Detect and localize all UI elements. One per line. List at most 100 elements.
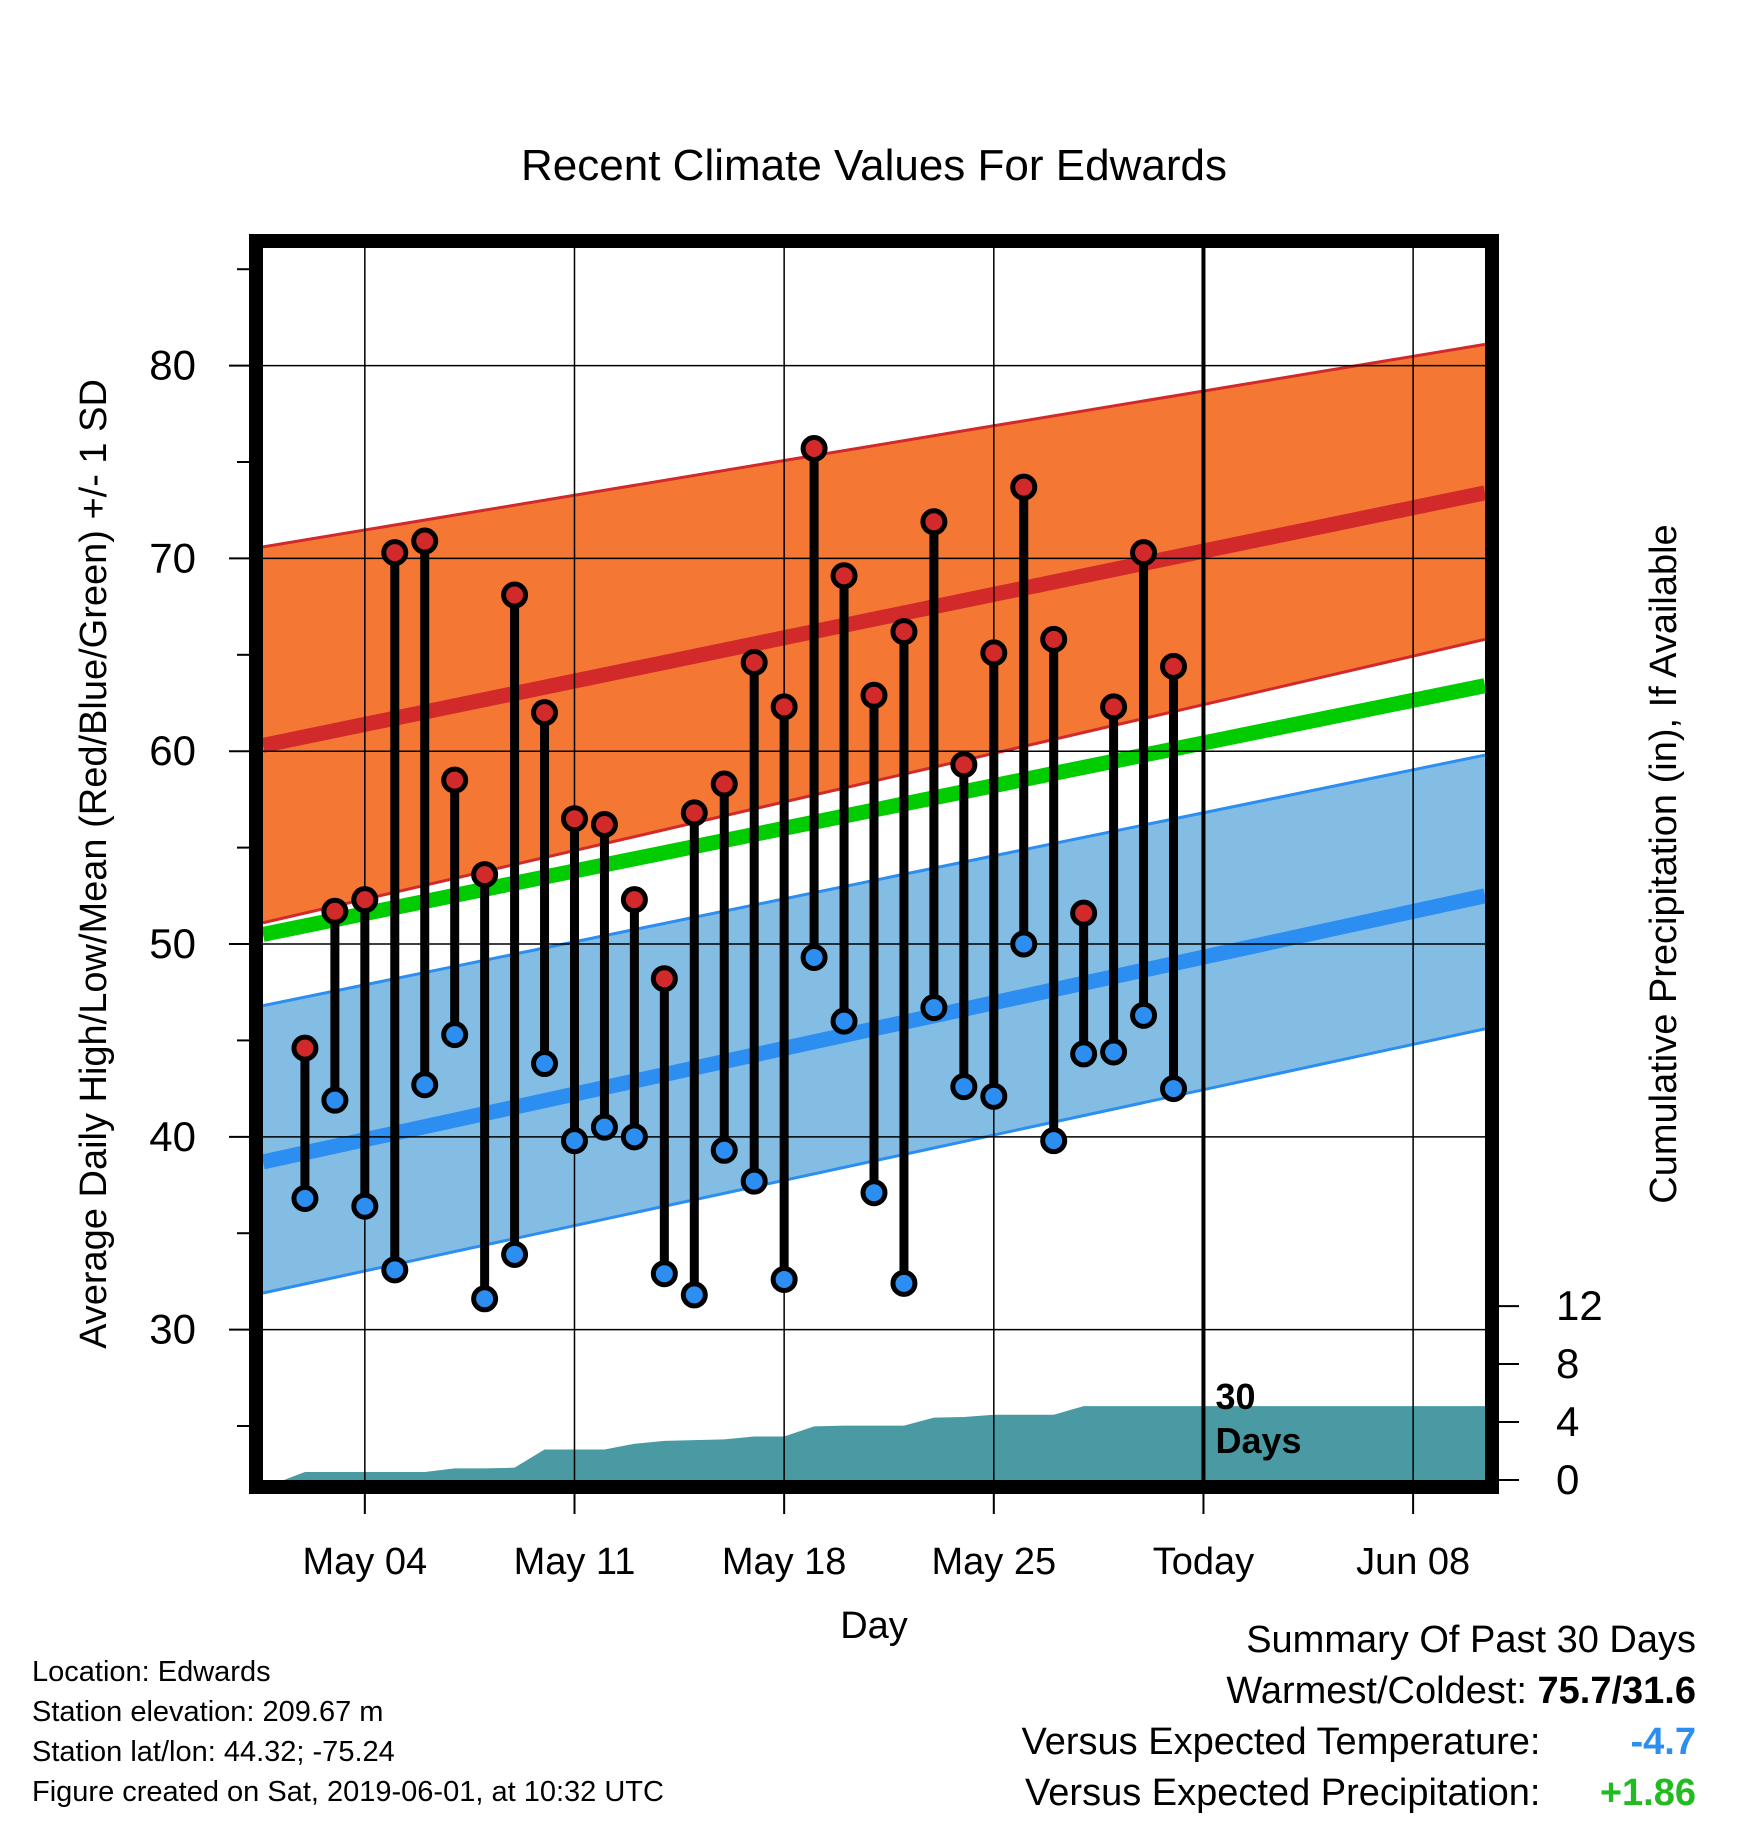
elevation-text: Station elevation: 209.67 m [32, 1696, 384, 1728]
daily-high-point [560, 805, 588, 833]
daily-high-point [710, 770, 738, 798]
y-tick-label: 50 [149, 920, 196, 967]
daily-high-point [800, 435, 828, 463]
y-tick-label: 40 [149, 1113, 196, 1160]
x-axis-label: Day [840, 1605, 908, 1647]
daily-low-point [770, 1265, 798, 1293]
daily-low-point [381, 1256, 409, 1284]
daily-low-point [650, 1260, 678, 1288]
daily-high-point [590, 810, 618, 838]
temp-deviation-label: Versus Expected Temperature: [1021, 1721, 1541, 1763]
daily-low-point [860, 1179, 888, 1207]
daily-low-point [1100, 1038, 1128, 1066]
daily-low-point [321, 1086, 349, 1114]
daily-low-point [620, 1123, 648, 1151]
precip-area [283, 1406, 1485, 1480]
chart-title: Recent Climate Values For Edwards [521, 141, 1227, 190]
daily-low-point [471, 1285, 499, 1313]
y-tick-label: 80 [149, 342, 196, 389]
daily-high-point [471, 861, 499, 889]
warmest-label: Warmest/Coldest: [1226, 1670, 1527, 1712]
daily-low-point [531, 1050, 559, 1078]
y-axis-right-label: Cumulative Precipitation (in), If Availa… [1643, 524, 1685, 1203]
x-tick-label: May 18 [722, 1541, 847, 1583]
daily-high-point [291, 1034, 319, 1062]
today-annotation-days: Days [1215, 1420, 1301, 1461]
daily-high-point [740, 649, 768, 677]
x-tick-label: May 25 [931, 1541, 1056, 1583]
warmest-value: 75.7/31.6 [1537, 1670, 1696, 1712]
daily-low-point [680, 1281, 708, 1309]
daily-high-point [1040, 625, 1068, 653]
y-tick-label: 70 [149, 534, 196, 581]
daily-low-point [1010, 930, 1038, 958]
y2-tick-label: 8 [1556, 1340, 1579, 1387]
daily-low-point [351, 1192, 379, 1220]
daily-high-point [770, 693, 798, 721]
location-text: Location: Edwards [32, 1656, 271, 1688]
daily-low-point [590, 1113, 618, 1141]
daily-high-point [890, 618, 918, 646]
daily-low-point [291, 1185, 319, 1213]
daily-high-point [1070, 899, 1098, 927]
daily-low-point [710, 1136, 738, 1164]
daily-high-point [920, 508, 948, 536]
summary-temp-row: Versus Expected Temperature: -4.7 [1022, 1717, 1696, 1768]
daily-low-point [560, 1127, 588, 1155]
daily-low-point [1160, 1075, 1188, 1103]
temp-deviation-value: -4.7 [1630, 1721, 1696, 1763]
y-tick-label: 60 [149, 727, 196, 774]
summary-panel: Summary Of Past 30 Days Warmest/Coldest:… [1022, 1615, 1696, 1819]
station-info: Location: Edwards Station elevation: 209… [32, 1652, 664, 1812]
summary-heading: Summary Of Past 30 Days [1246, 1619, 1696, 1661]
precip-deviation-value: +1.86 [1599, 1772, 1696, 1814]
daily-high-point [381, 539, 409, 567]
y2-tick-label: 4 [1556, 1398, 1579, 1445]
daily-high-point [411, 527, 439, 555]
y2-tick-label: 12 [1556, 1282, 1603, 1329]
daily-high-point [1160, 652, 1188, 680]
x-tick-label: Jun 08 [1356, 1541, 1470, 1583]
daily-high-point [980, 639, 1008, 667]
daily-low-point [830, 1007, 858, 1035]
daily-high-point [501, 581, 529, 609]
daily-high-point [321, 897, 349, 925]
daily-high-point [1130, 539, 1158, 567]
daily-low-point [980, 1082, 1008, 1110]
daily-high-point [950, 751, 978, 779]
x-tick-label: May 04 [303, 1541, 428, 1583]
summary-warmest-row: Warmest/Coldest: 75.7/31.6 [1022, 1666, 1696, 1717]
daily-low-point [920, 994, 948, 1022]
y2-tick-label: 0 [1556, 1456, 1579, 1503]
daily-high-point [650, 965, 678, 993]
daily-low-point [501, 1240, 529, 1268]
summary-precip-row: Versus Expected Precipitation: +1.86 [1022, 1768, 1696, 1819]
daily-low-point [740, 1167, 768, 1195]
y-axis-left-label: Average Daily High/Low/Mean (Red/Blue/Gr… [73, 379, 115, 1349]
daily-high-point [1100, 693, 1128, 721]
high-upper-edge [263, 342, 1485, 549]
x-tick-label: Today [1153, 1541, 1254, 1583]
high-sd-band [263, 344, 1485, 923]
daily-high-point [531, 699, 559, 727]
daily-high-point [351, 886, 379, 914]
daily-low-point [950, 1073, 978, 1101]
daily-high-point [680, 799, 708, 827]
x-tick-label: May 11 [514, 1541, 636, 1583]
daily-low-point [1070, 1040, 1098, 1068]
precip-deviation-label: Versus Expected Precipitation: [1025, 1772, 1541, 1814]
daily-high-point [1010, 473, 1038, 501]
daily-low-point [441, 1021, 469, 1049]
y-tick-label: 30 [149, 1306, 196, 1353]
daily-high-point [860, 681, 888, 709]
daily-low-point [1130, 1001, 1158, 1029]
created-text: Figure created on Sat, 2019-06-01, at 10… [32, 1776, 664, 1808]
today-annotation-number: 30 [1215, 1376, 1255, 1417]
daily-high-point [620, 886, 648, 914]
latlon-text: Station lat/lon: 44.32; -75.24 [32, 1736, 395, 1768]
daily-high-point [830, 562, 858, 590]
daily-low-point [890, 1269, 918, 1297]
normal-high-line [263, 485, 1485, 753]
